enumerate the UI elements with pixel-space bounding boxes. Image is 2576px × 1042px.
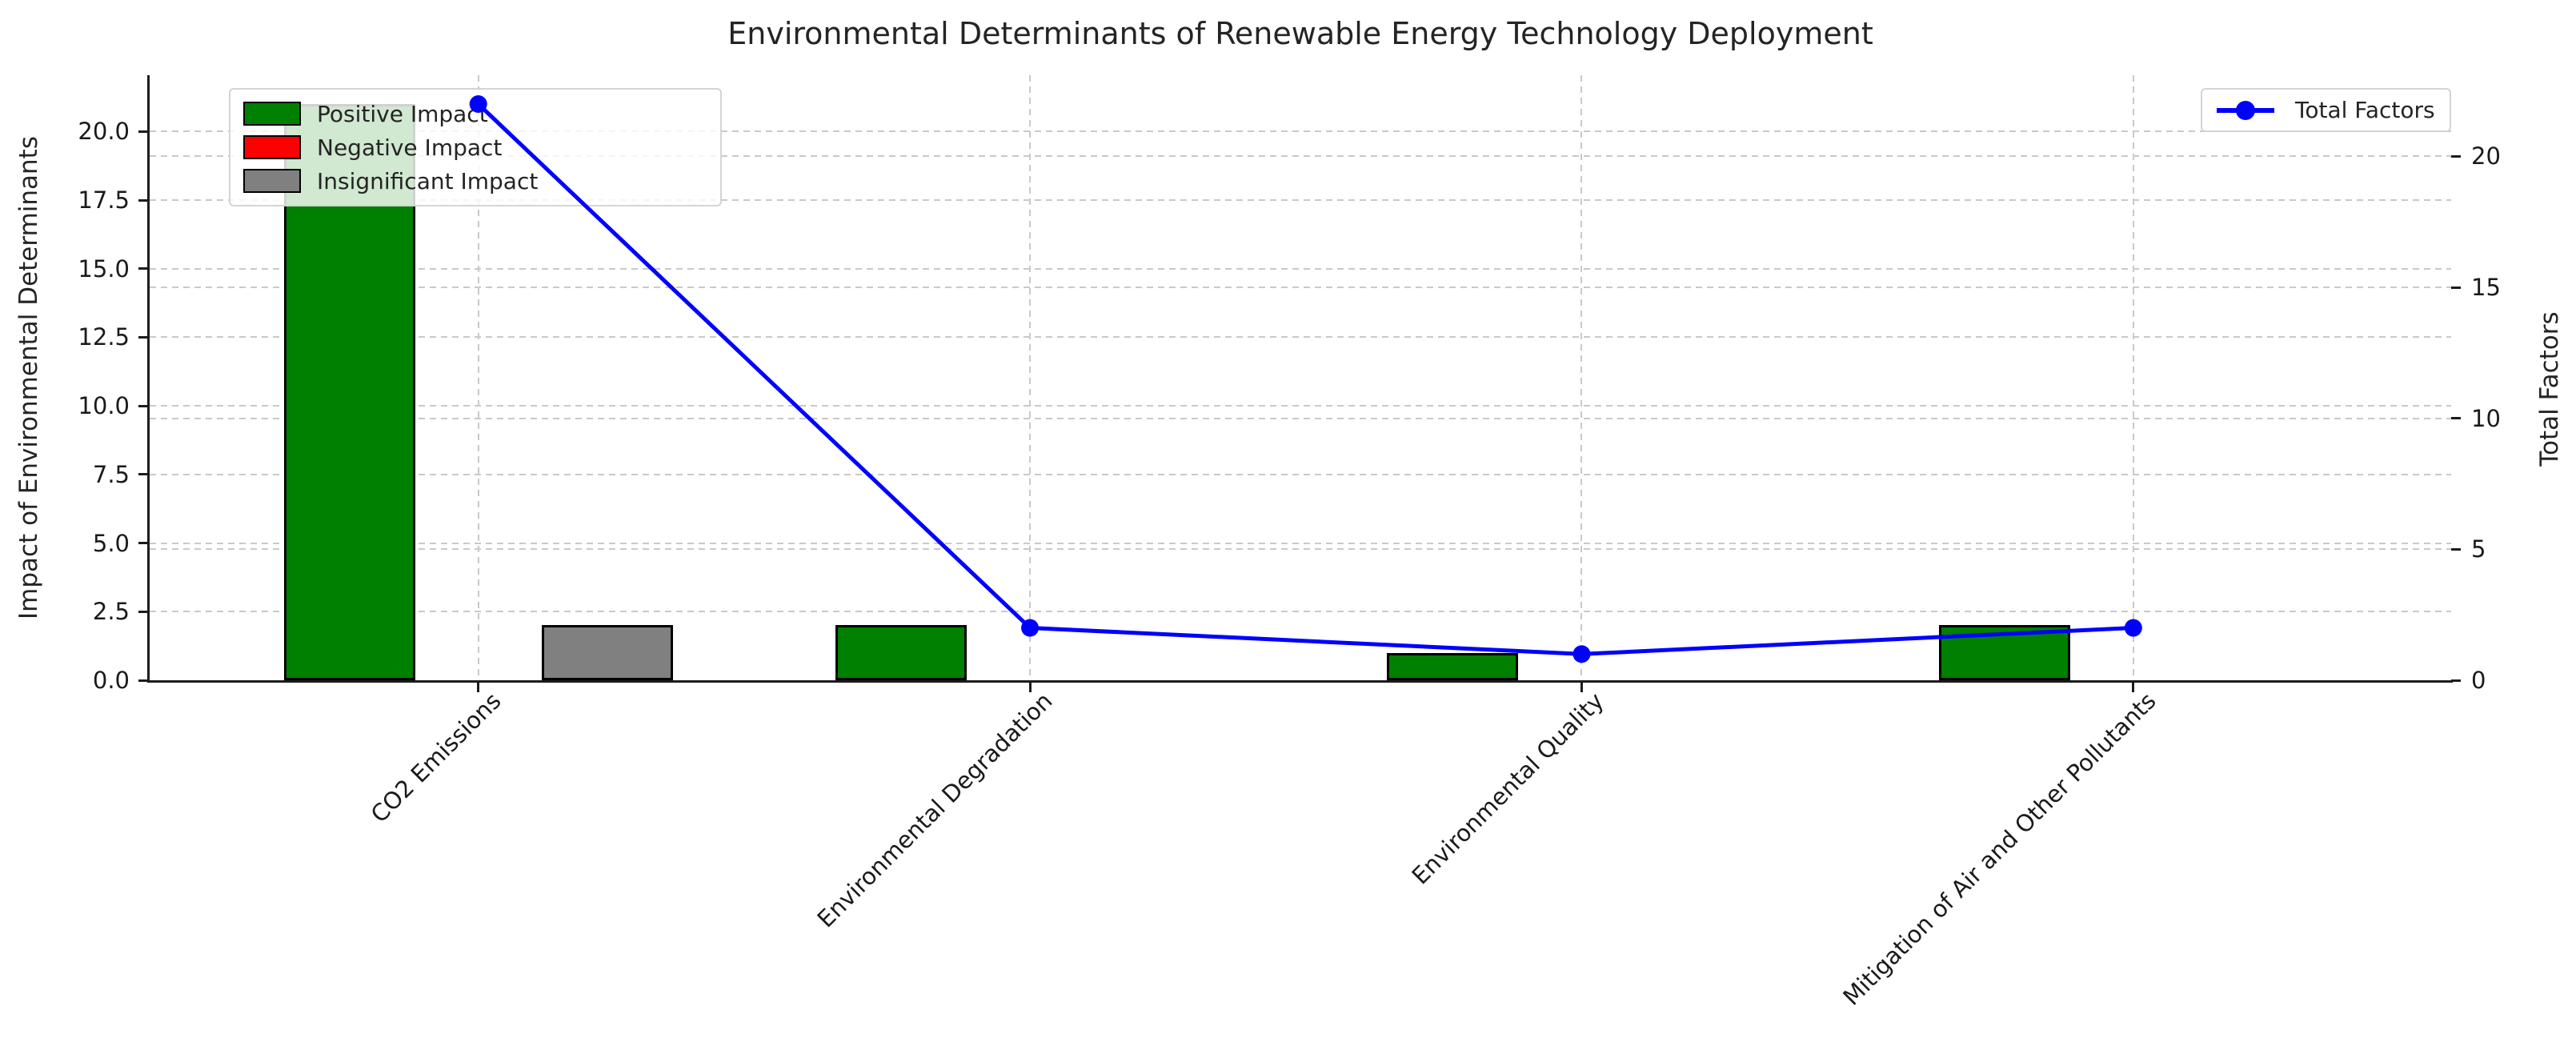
left-tick-2.5 (138, 610, 148, 613)
bar-positive-impact-2 (1387, 652, 1519, 680)
gridline-right-15 (150, 287, 2451, 289)
bar-positive-impact-3 (1938, 625, 2070, 680)
gridline-category-1 (1029, 75, 1032, 680)
gridline-right-10 (150, 417, 2451, 419)
bottom-tick-0 (477, 683, 480, 692)
left-tick-label-0: 0.0 (92, 667, 130, 694)
right-tick-label-0: 0 (2471, 667, 2486, 694)
legend-item-insignificant: Insignificant Impact (243, 165, 707, 197)
bottom-tick-3 (2132, 683, 2135, 692)
gridline-left-15 (150, 267, 2451, 270)
left-tick-label-5: 5.0 (92, 529, 130, 557)
left-tick-label-17.5: 17.5 (78, 186, 130, 214)
left-tick-15 (138, 267, 148, 271)
category-label-2: Environmental Quality (1407, 687, 1610, 890)
right-tick-label-20: 20 (2471, 142, 2501, 170)
legend-label: Negative Impact (317, 134, 503, 161)
left-tick-17.5 (138, 198, 148, 202)
gridline-category-3 (2132, 75, 2134, 680)
legend-label: Total Factors (2295, 97, 2435, 123)
right-tick-0 (2451, 679, 2461, 682)
right-tick-5 (2451, 547, 2461, 551)
right-tick-15 (2451, 286, 2461, 289)
negative-impact-swatch (243, 135, 301, 159)
chart-title: Environmental Determinants of Renewable … (727, 16, 1873, 51)
left-tick-label-15: 15.0 (78, 254, 130, 283)
right-tick-label-5: 5 (2471, 535, 2486, 563)
bottom-spine (147, 680, 2453, 683)
line-swatch (2217, 100, 2274, 120)
gridline-right-5 (150, 548, 2451, 551)
category-label-0: CO2 Emissions (365, 687, 507, 828)
left-tick-0 (138, 679, 148, 682)
right-tick-label-10: 10 (2471, 404, 2501, 432)
gridline-left-2.5 (150, 611, 2451, 613)
left-tick-label-12.5: 12.5 (78, 323, 130, 351)
bar-insignificant-impact-0 (541, 625, 673, 680)
line-sample-marker (2236, 100, 2255, 120)
insignificant-impact-swatch (243, 169, 301, 193)
legend-item-negative: Negative Impact (243, 131, 707, 163)
gridline-left-10 (150, 405, 2451, 407)
left-spine (147, 75, 150, 683)
legend-bars: Positive Impact Negative Impact Insignif… (229, 88, 722, 206)
left-tick-10 (138, 404, 148, 407)
left-tick-label-7.5: 7.5 (92, 460, 130, 488)
left-tick-7.5 (138, 473, 148, 476)
left-tick-12.5 (138, 335, 148, 339)
right-axis-label: Total Factors (2535, 311, 2564, 467)
gridline-left-5 (150, 542, 2451, 544)
category-label-3: Mitigation of Air and Other Pollutants (1837, 687, 2161, 1011)
left-tick-label-10: 10.0 (78, 392, 130, 420)
category-label-1: Environmental Degradation (811, 687, 1058, 933)
positive-impact-swatch (243, 102, 301, 126)
left-tick-label-20: 20.0 (78, 118, 130, 146)
bar-positive-impact-1 (835, 625, 968, 680)
bottom-tick-1 (1028, 683, 1032, 692)
right-tick-10 (2451, 417, 2461, 420)
gridline-category-2 (1580, 75, 1583, 680)
gridline-left-7.5 (150, 473, 2451, 475)
left-tick-5 (138, 542, 148, 545)
legend-item-positive: Positive Impact (243, 98, 707, 130)
legend-label: Insignificant Impact (317, 167, 539, 194)
legend-label: Positive Impact (317, 100, 488, 127)
right-tick-20 (2451, 154, 2461, 158)
left-tick-label-2.5: 2.5 (92, 598, 130, 626)
left-tick-20 (138, 130, 148, 133)
right-tick-label-15: 15 (2471, 274, 2501, 302)
gridline-left-12.5 (150, 336, 2451, 339)
bottom-tick-2 (1580, 683, 1583, 692)
legend-line: Total Factors (2201, 88, 2451, 132)
